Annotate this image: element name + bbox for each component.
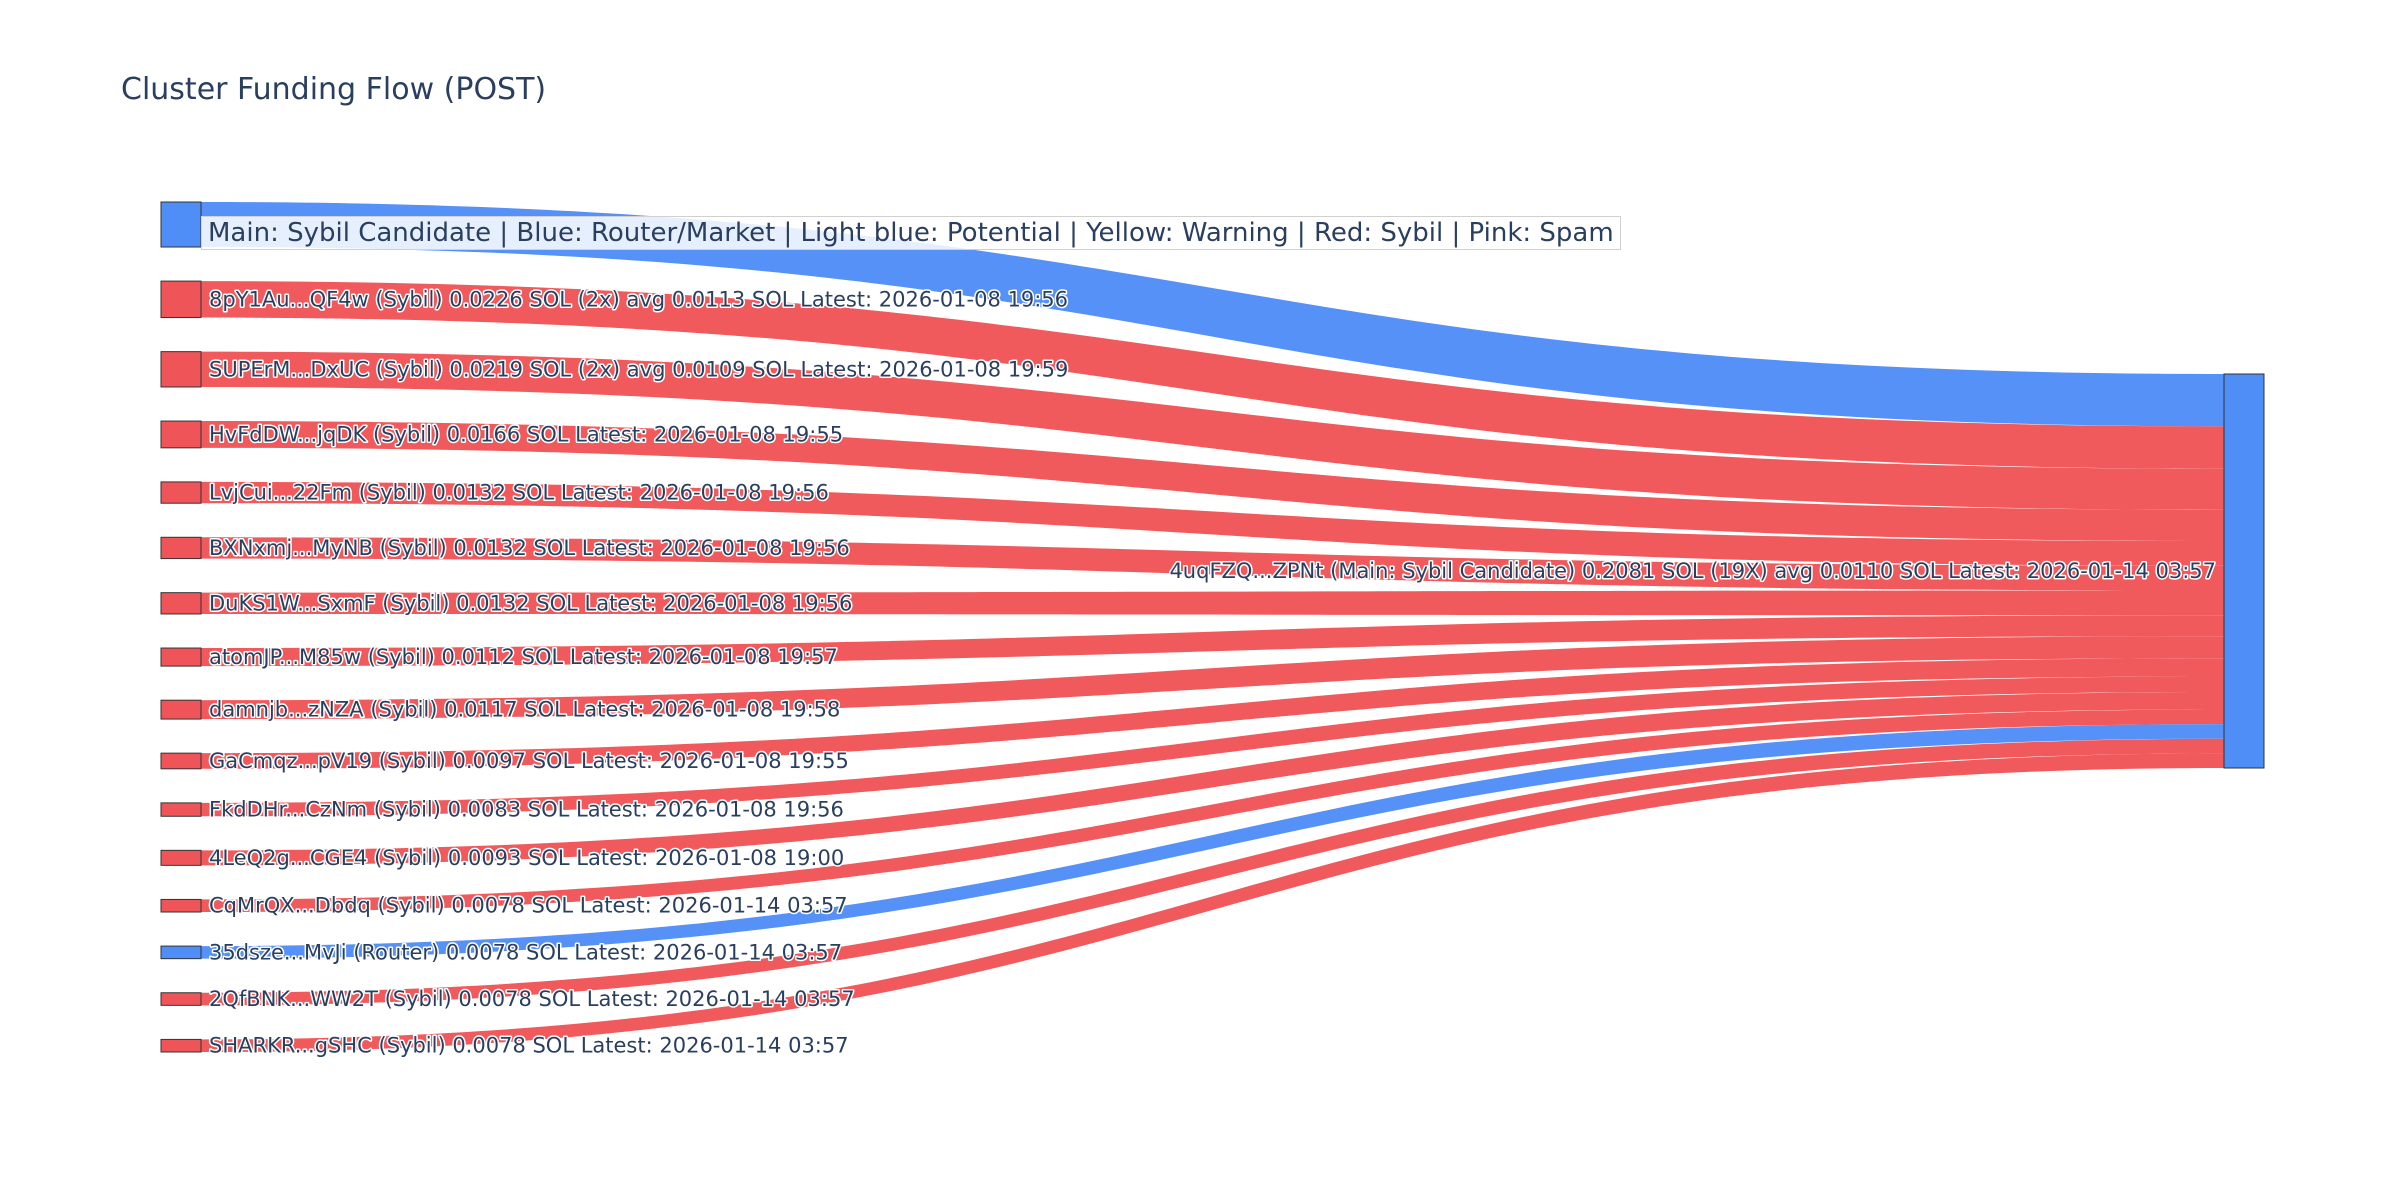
source-node	[160, 420, 202, 449]
source-node-label: 4LeQ2g...CGE4 (Sybil) 0.0093 SOL Latest:…	[209, 846, 844, 870]
source-node-label: DuKS1W...SxmF (Sybil) 0.0132 SOL Latest:…	[209, 591, 852, 615]
source-node	[160, 1038, 202, 1053]
flow-link	[201, 636, 2224, 720]
legend-annotation: Main: Sybil Candidate | Blue: Router/Mar…	[201, 216, 1621, 250]
source-node	[160, 536, 202, 560]
source-node-label: CqMrQX...Dbdq (Sybil) 0.0078 SOL Latest:…	[209, 894, 848, 918]
source-node-label: 2QfBNK...WW2T (Sybil) 0.0078 SOL Latest:…	[209, 987, 855, 1011]
source-node	[160, 280, 202, 319]
flow-link	[201, 281, 2224, 469]
source-node-label: HvFdDW...jqDK (Sybil) 0.0166 SOL Latest:…	[209, 422, 843, 446]
source-node-label: GaCmqz...pV19 (Sybil) 0.0097 SOL Latest:…	[209, 749, 849, 773]
source-node-label: SUPErM...DxUC (Sybil) 0.0219 SOL (2x) av…	[209, 357, 1068, 381]
sankey-links	[201, 202, 2224, 1052]
flow-link	[201, 676, 2224, 817]
source-node	[160, 699, 202, 720]
flow-link	[201, 351, 2224, 510]
flow-link	[201, 692, 2224, 866]
source-node	[160, 481, 202, 504]
source-node	[160, 849, 202, 866]
source-node	[160, 592, 202, 615]
flow-link	[201, 202, 2224, 427]
source-node-label: FkdDHr...CzNm (Sybil) 0.0083 SOL Latest:…	[209, 798, 844, 822]
source-node-label: BXNxmj...MyNB (Sybil) 0.0132 SOL Latest:…	[209, 536, 850, 560]
target-node-label: 4uqFZQ...ZPNt (Main: Sybil Candidate) 0.…	[1169, 559, 2216, 583]
source-node	[160, 201, 202, 248]
source-node-label: atomJP...M85w (Sybil) 0.0112 SOL Latest:…	[209, 645, 838, 669]
sankey-labels: 8pY1Au...QF4w (Sybil) 0.0226 SOL (2x) av…	[208, 286, 2218, 1059]
source-node	[160, 752, 202, 770]
target-node	[2223, 373, 2265, 769]
flow-link	[201, 615, 2224, 667]
source-node-label: SHARKR...gSHC (Sybil) 0.0078 SOL Latest:…	[209, 1034, 849, 1058]
source-node	[160, 647, 202, 667]
flow-link	[201, 724, 2224, 959]
source-node-label: 35dsze...MvJi (Router) 0.0078 SOL Latest…	[209, 940, 842, 964]
sankey-nodes	[160, 201, 2265, 1053]
flow-link	[201, 421, 2224, 541]
source-node	[160, 802, 202, 817]
source-node-label: LvjCui...22Fm (Sybil) 0.0132 SOL Latest:…	[209, 481, 829, 505]
source-node	[160, 945, 202, 960]
chart-title: Cluster Funding Flow (POST)	[121, 72, 547, 107]
flow-link	[201, 537, 2224, 591]
flow-link	[201, 738, 2224, 1006]
source-node	[160, 898, 202, 913]
source-node	[160, 351, 202, 388]
source-node	[160, 992, 202, 1006]
flow-link	[201, 481, 2224, 566]
flow-link	[201, 709, 2224, 913]
flow-link	[201, 658, 2224, 769]
flow-link	[201, 753, 2224, 1052]
source-node-label: 8pY1Au...QF4w (Sybil) 0.0226 SOL (2x) av…	[209, 287, 1068, 311]
source-node-label: damnjb...zNZA (Sybil) 0.0117 SOL Latest:…	[209, 698, 840, 722]
flow-link	[201, 590, 2224, 616]
